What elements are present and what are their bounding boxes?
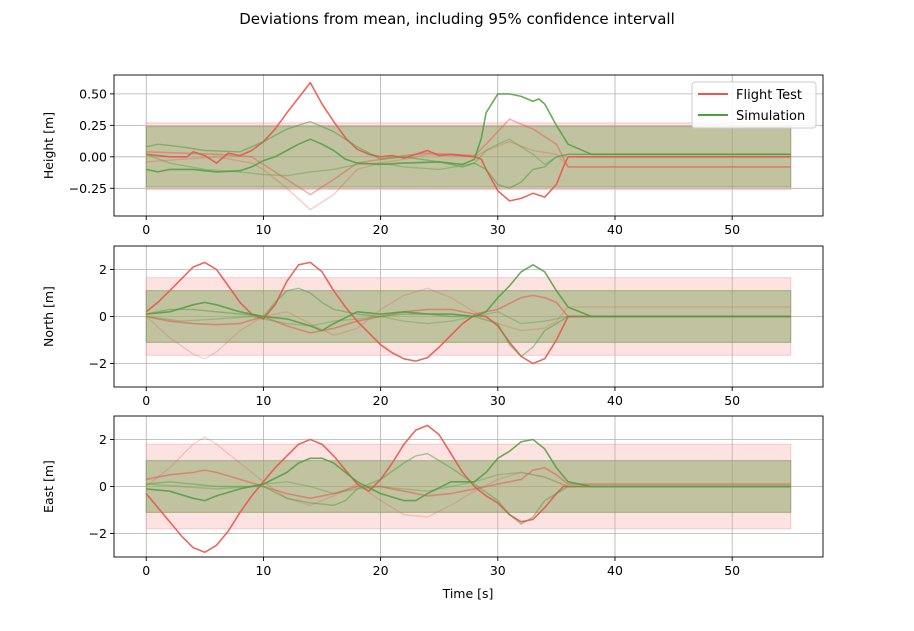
flight-test-line-1 [146, 81, 791, 202]
series-group [145, 424, 791, 554]
x-tick-label: 0 [142, 393, 150, 408]
y-tick-label: 0.50 [79, 86, 107, 101]
simulation-line-2 [146, 287, 791, 358]
simulation-line-3 [145, 138, 791, 177]
x-axis-label: Time [s] [442, 586, 494, 601]
flight-test-line-3 [145, 436, 791, 518]
y-axis-label: East [m] [41, 460, 56, 513]
x-tick-label: 20 [373, 393, 389, 408]
x-tick-label: 10 [255, 222, 271, 237]
axes-1: 0 10 20 30 40 50 −0.25 0.00 0.25 0.50 Height [m] [41, 74, 824, 237]
x-tick-label: 10 [255, 393, 271, 408]
y-axis-label: Height [m] [41, 112, 56, 179]
x-tick-label: 30 [490, 393, 506, 408]
x-tick-label: 50 [724, 222, 740, 237]
axes-frame [113, 74, 824, 217]
simulation-line-3 [146, 471, 791, 495]
simulation-line-3 [146, 311, 791, 327]
x-tick-label: 40 [607, 563, 623, 578]
x-tick-label: 40 [607, 393, 623, 408]
x-tick-label: 0 [142, 222, 150, 237]
y-tick-label: 2 [99, 262, 107, 277]
flight-test-line-3 [146, 140, 791, 211]
x-tick-label: 0 [142, 563, 150, 578]
simulation-line-1 [146, 438, 791, 502]
x-tick-label: 20 [373, 563, 389, 578]
series-group [145, 261, 791, 365]
x-tick-label: 10 [255, 563, 271, 578]
legend-flight-test-label: Flight Test [736, 88, 802, 103]
axes-2: 0 10 20 30 40 50 −2 0 2 North [m] [41, 245, 824, 408]
simulation-line-2 [146, 120, 791, 190]
series-group [145, 81, 791, 211]
y-tick-label: 0.25 [79, 118, 107, 133]
y-tick-label: 0 [99, 479, 107, 494]
x-tick-label: 50 [724, 563, 740, 578]
simulation-line-1 [146, 263, 791, 332]
y-tick-label: −2 [89, 356, 107, 371]
x-tick-label: 30 [490, 222, 506, 237]
y-tick-label: 0 [99, 309, 107, 324]
x-tick-label: 50 [724, 393, 740, 408]
y-axis-label: North [m] [41, 286, 56, 347]
y-tick-label: 0.00 [79, 149, 107, 164]
flight-test-line-2 [146, 294, 791, 334]
y-tick-label: −0.25 [69, 181, 107, 196]
y-tick-label: 2 [99, 432, 107, 447]
axes-3: 0 10 20 30 40 50 −2 0 2 East [m] [41, 415, 824, 578]
flight-test-line-3 [145, 287, 791, 360]
flight-test-line-1 [145, 424, 791, 554]
legend: Flight Test Simulation [691, 81, 817, 129]
simulation-line-2 [146, 452, 791, 525]
x-tick-label: 40 [607, 222, 623, 237]
legend-simulation-label: Simulation [736, 109, 805, 124]
figure-title: Deviations from mean, including 95% conf… [239, 10, 675, 28]
flight-test-line-2 [146, 466, 791, 500]
x-tick-label: 30 [490, 563, 506, 578]
x-tick-label: 20 [373, 222, 389, 237]
y-tick-label: −2 [89, 526, 107, 541]
simulation-line-1 [146, 93, 791, 173]
